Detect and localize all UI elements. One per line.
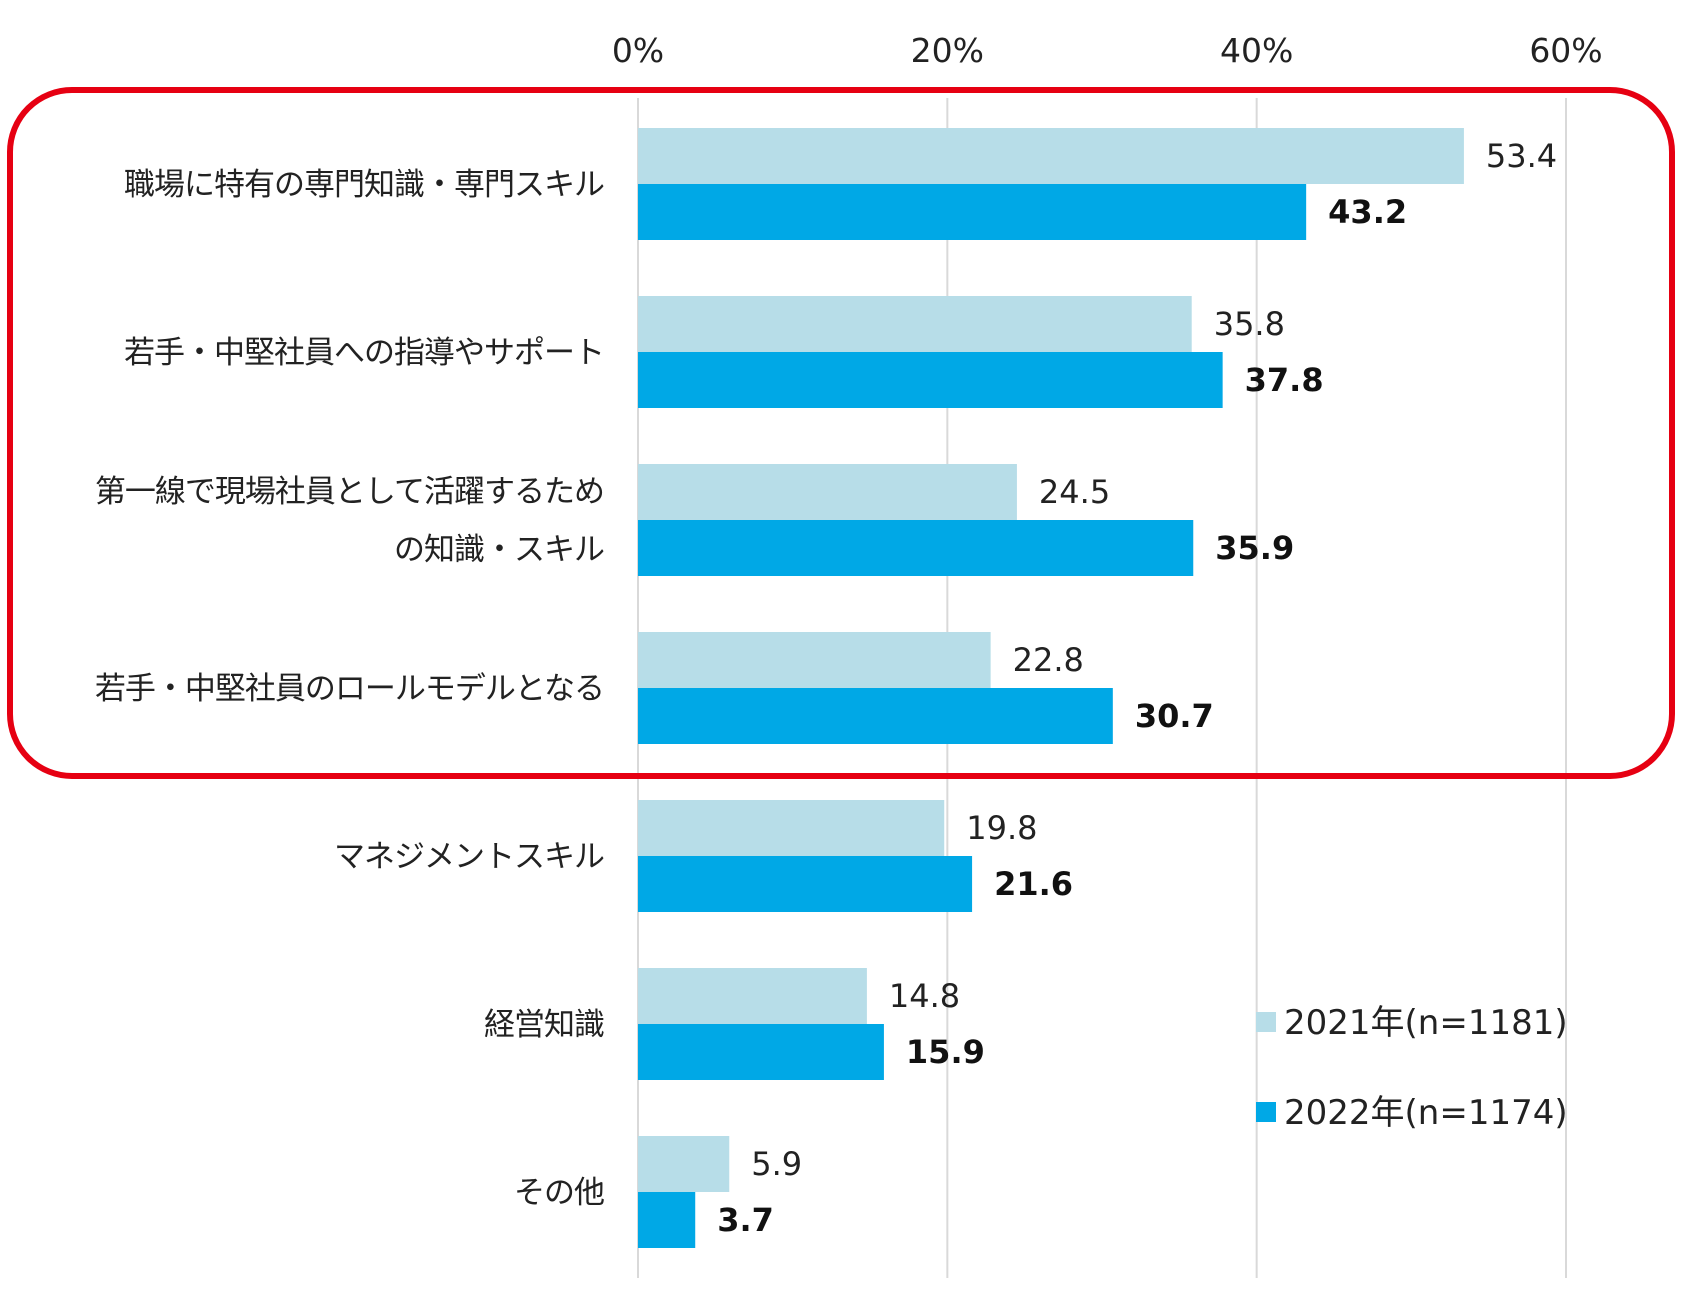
data-label: 22.8: [1013, 641, 1084, 679]
category-label: 職場に特有の専門知識・専門スキル: [124, 167, 604, 203]
bar-2021: [638, 296, 1192, 352]
x-tick-label: 0%: [612, 31, 664, 70]
bar-2021: [638, 800, 945, 856]
data-label: 43.2: [1328, 193, 1407, 231]
legend-label: 2021年(n=1181): [1284, 1003, 1568, 1043]
x-tick-label: 60%: [1529, 31, 1602, 70]
data-label: 3.7: [717, 1201, 774, 1239]
bar-2022: [638, 352, 1223, 408]
data-label: 37.8: [1245, 361, 1324, 399]
category-label: の知識・スキル: [394, 532, 604, 568]
x-axis-ticks: 0% 20% 40% 60%: [612, 31, 1603, 70]
value-labels: 53.4 43.2 35.8 37.8 24.5 35.9 22.8 30.7 19.8 21.6…: [717, 137, 1557, 1239]
category-label: 第一線で現場社員として活躍するため: [95, 474, 604, 510]
category-label: マネジメントスキル: [334, 839, 604, 875]
bar-2021: [638, 1136, 730, 1192]
bar-2021: [638, 968, 867, 1024]
legend-swatch: [1256, 1012, 1276, 1032]
x-tick-label: 20%: [911, 31, 984, 70]
legend: 2021年(n=1181) 2022年(n=1174): [1256, 1003, 1568, 1133]
bar-2021: [638, 464, 1017, 520]
bar-2022: [638, 1024, 884, 1080]
bar-2022: [638, 856, 973, 912]
bar-2022: [638, 520, 1194, 576]
legend-swatch: [1256, 1102, 1276, 1122]
data-label: 53.4: [1486, 137, 1557, 175]
category-labels: 職場に特有の専門知識・専門スキル若手・中堅社員への指導やサポート第一線で現場社員…: [95, 167, 605, 1211]
bar-2021: [638, 128, 1464, 184]
bar-2022: [638, 1192, 696, 1248]
data-label: 21.6: [994, 865, 1073, 903]
category-label: その他: [514, 1175, 604, 1211]
highlight-frame: [7, 87, 1675, 779]
highlight-box: [7, 87, 1675, 779]
data-label: 24.5: [1039, 473, 1110, 511]
bar-2022: [638, 688, 1113, 744]
bar-2022: [638, 184, 1307, 240]
data-label: 19.8: [966, 809, 1037, 847]
category-label: 若手・中堅社員のロールモデルとなる: [95, 671, 604, 707]
data-label: 15.9: [906, 1033, 985, 1071]
data-label: 35.9: [1215, 529, 1294, 567]
legend-label: 2022年(n=1174): [1284, 1093, 1568, 1133]
category-label: 若手・中堅社員への指導やサポート: [124, 335, 604, 371]
x-tick-label: 40%: [1220, 31, 1293, 70]
data-label: 5.9: [751, 1145, 802, 1183]
data-label: 14.8: [889, 977, 960, 1015]
bar-2021: [638, 632, 991, 688]
data-label: 30.7: [1135, 697, 1214, 735]
data-label: 35.8: [1214, 305, 1285, 343]
category-label: 経営知識: [484, 1007, 604, 1043]
bars: [638, 128, 1464, 1248]
